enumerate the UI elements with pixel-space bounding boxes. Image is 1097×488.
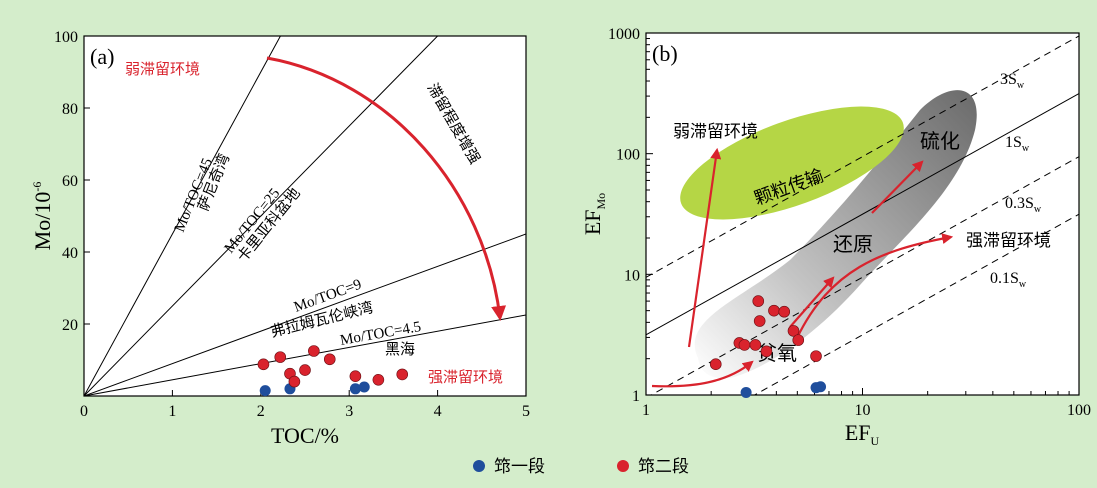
y-tick-label: 10 (624, 267, 640, 284)
data-point-series-2 (372, 373, 385, 386)
data-point-series-2 (323, 353, 336, 366)
legend-marker-series-2 (617, 460, 629, 472)
data-point-series-2 (257, 358, 270, 371)
panel-a-frame (83, 35, 527, 397)
data-point-series-2 (778, 305, 791, 318)
panel-a-x-label: TOC/% (271, 423, 339, 448)
ref-line-3 (84, 314, 526, 396)
y-tick-label: 20 (62, 317, 78, 334)
y-tick-label: 100 (54, 29, 78, 46)
data-point-series-2 (299, 364, 311, 376)
data-point-series-1 (259, 385, 271, 397)
panel-a-points (257, 345, 409, 397)
panel-b: 1 10 100 1 10 100 1000 (b) 3Sw 1Sw 0.3Sw 0.1Sw… (580, 26, 1091, 448)
x-tick-label: 100 (1067, 402, 1091, 419)
panel-a-y-label: Mo/10-6 (30, 182, 55, 251)
panel-b-label: (b) (652, 41, 678, 66)
y-tick-label: 60 (62, 173, 78, 190)
panel-a-label: (a) (90, 44, 114, 69)
legend-label-series-1: 筇一段 (494, 457, 545, 477)
data-point-series-2 (768, 304, 780, 317)
legend: 筇一段 筇二段 (473, 457, 689, 477)
x-tick-label: 0 (80, 403, 88, 420)
x-tick-label: 1 (168, 403, 176, 420)
y-tick-label: 100 (616, 147, 640, 164)
data-point-series-2 (760, 345, 773, 358)
data-point-series-2 (738, 339, 751, 351)
particle-transport-field (680, 106, 904, 220)
panel-b-x-label: EFU (845, 420, 880, 448)
data-point-series-2 (753, 315, 766, 327)
panel-a-weak-label: 弱滞留环境 (125, 60, 200, 78)
panel-a-reference-lines (84, 36, 526, 396)
ref-label-3sw: 3Sw (1000, 71, 1025, 91)
arrow-to-sulfide (871, 160, 924, 214)
panel-b-axis-ticks: 1 10 100 1 10 100 1000 (608, 26, 1091, 419)
data-point-series-2 (308, 345, 320, 357)
arrow-to-weak (687, 147, 722, 348)
data-point-series-2 (349, 370, 362, 383)
ref-label-0-3sw: 0.3Sw (1005, 195, 1042, 215)
reduction-label: 还原 (833, 232, 873, 256)
data-point-series-2 (792, 334, 805, 346)
data-point-series-2 (709, 358, 722, 370)
x-tick-label: 3 (345, 403, 353, 420)
x-tick-label: 10 (855, 402, 871, 419)
arrow-to-reduction (789, 276, 835, 328)
legend-marker-series-1 (473, 460, 485, 472)
sulfide-label: 硫化 (920, 129, 960, 153)
panel-a-strong-label: 强滞留环境 (428, 368, 503, 386)
data-point-series-2 (288, 375, 301, 388)
sw-ref-line-0 (646, 35, 1079, 278)
x-tick-label: 1 (642, 402, 650, 419)
panel-b-strong-label: 强滞留环境 (966, 231, 1051, 251)
gray-trend-field (694, 90, 977, 379)
sw-ref-line-2 (650, 156, 1079, 395)
data-point-series-2 (396, 368, 409, 381)
y-tick-label: 1000 (608, 26, 640, 43)
data-point-series-1 (349, 383, 361, 395)
ref-basin-4-5: 黑海 (385, 340, 415, 358)
arrow-to-anoxic (651, 360, 754, 388)
data-point-series-2 (274, 351, 287, 363)
panel-b-reference-lines (646, 35, 1079, 395)
x-tick-label: 4 (434, 403, 442, 420)
ref-label-1sw: 1Sw (1005, 134, 1030, 154)
panel-b-weak-label: 弱滞留环境 (673, 122, 758, 142)
data-point-series-2 (787, 325, 800, 337)
data-point-series-1 (815, 381, 827, 393)
data-point-series-1 (740, 386, 752, 398)
sw-ref-line-3 (753, 213, 1079, 395)
x-tick-label: 2 (257, 403, 265, 420)
y-tick-label: 80 (62, 101, 78, 118)
sw-ref-line-1 (646, 93, 1079, 336)
data-point-series-2 (752, 295, 765, 307)
x-tick-label: 5 (522, 403, 530, 420)
panel-a-axis-ticks: 0 1 2 3 4 5 20 40 60 80 100 (54, 29, 530, 420)
ref-line-2 (84, 233, 526, 396)
panel-b-points (709, 295, 827, 398)
y-tick-label: 40 (62, 245, 78, 262)
y-tick-label: 1 (632, 388, 640, 405)
data-point-series-1 (358, 381, 370, 393)
panel-b-y-label: EFMo (580, 193, 608, 235)
ref-line-0 (84, 36, 281, 396)
data-point-series-2 (810, 350, 822, 362)
arrow-to-strong (796, 233, 954, 339)
ref-label-0-1sw: 0.1Sw (990, 270, 1027, 290)
legend-label-series-2: 筇二段 (638, 457, 689, 477)
retention-trend-arrow (266, 56, 507, 321)
ref-line-1 (84, 36, 438, 396)
data-point-series-2 (749, 339, 762, 351)
